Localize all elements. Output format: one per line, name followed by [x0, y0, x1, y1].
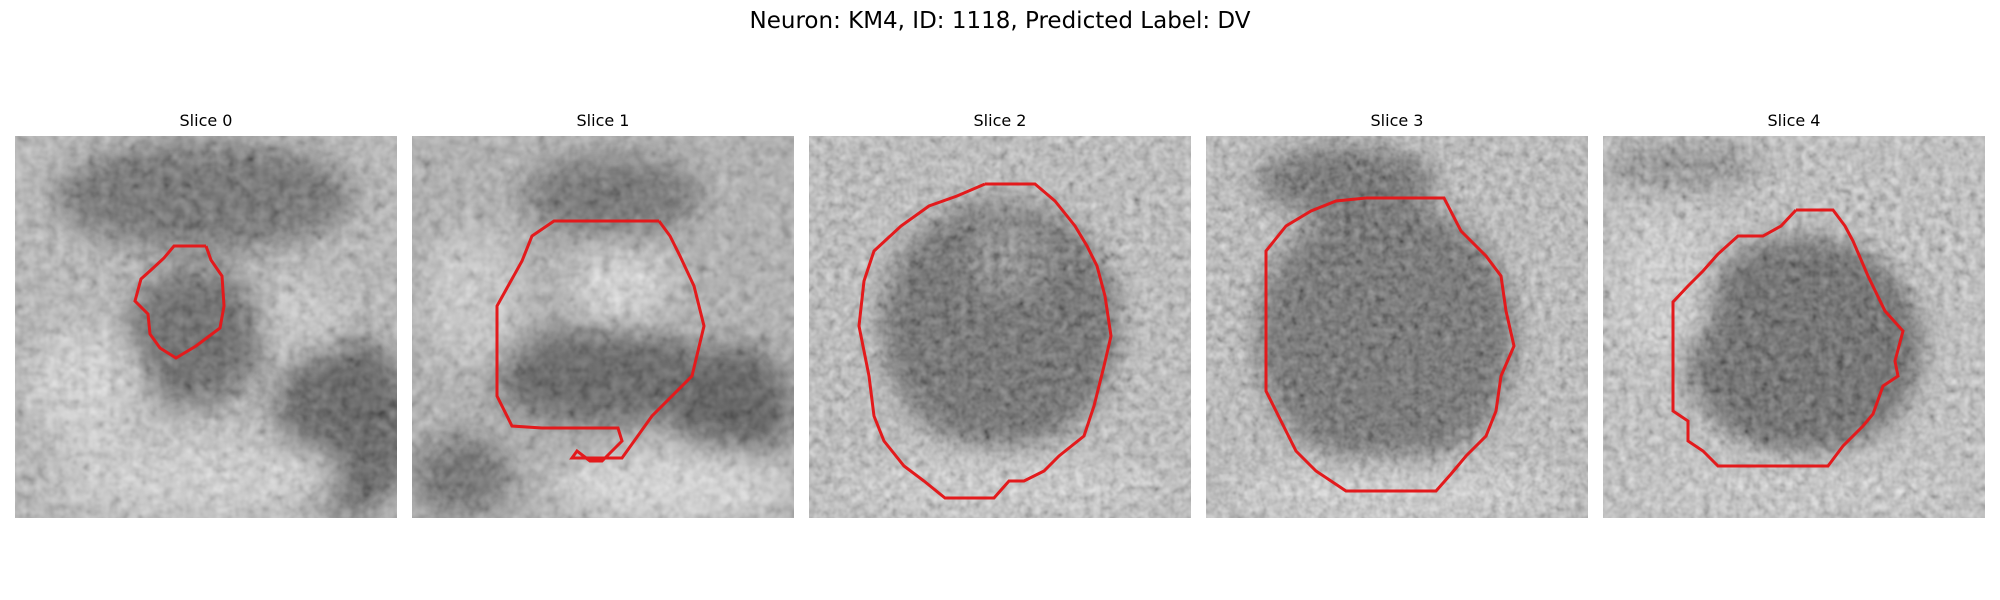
slice-image: [15, 136, 397, 518]
slice-image-svg: [1206, 136, 1588, 518]
slice-image: [1603, 136, 1985, 518]
slice-panel-2: Slice 2: [809, 108, 1191, 518]
slice-image-svg: [15, 136, 397, 518]
slice-image: [809, 136, 1191, 518]
slice-panel-3: Slice 3: [1206, 108, 1588, 518]
slice-title: Slice 3: [1370, 111, 1424, 130]
slice-title: Slice 0: [179, 111, 233, 130]
slice-image-svg: [1603, 136, 1985, 518]
slice-title: Slice 4: [1767, 111, 1821, 130]
slice-image: [1206, 136, 1588, 518]
figure-title: Neuron: KM4, ID: 1118, Predicted Label: …: [749, 8, 1251, 34]
slice-panel-1: Slice 1: [412, 108, 794, 518]
slice-image-svg: [412, 136, 794, 518]
slice-title: Slice 1: [576, 111, 630, 130]
slice-title: Slice 2: [973, 111, 1027, 130]
slice-image: [412, 136, 794, 518]
slice-image-svg: [809, 136, 1191, 518]
slice-panel-0: Slice 0: [15, 108, 397, 518]
slice-panel-4: Slice 4: [1603, 108, 1985, 518]
